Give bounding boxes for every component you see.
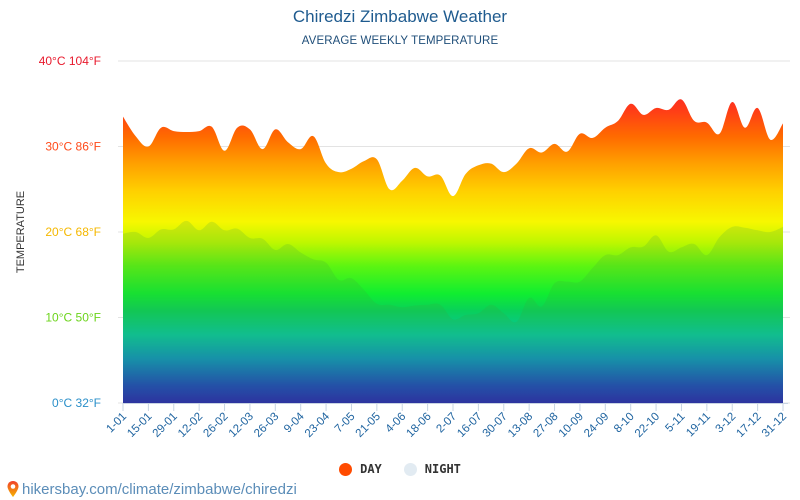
legend-night-label: NIGHT <box>424 462 461 476</box>
source-link[interactable]: hikersbay.com/climate/zimbabwe/chiredzi <box>6 480 297 498</box>
legend: DAY NIGHT <box>0 462 800 476</box>
x-tick-label: 19-11 <box>684 411 713 440</box>
x-tick-label: 31-12 <box>760 411 789 440</box>
x-tick-label: 26-02 <box>201 411 230 440</box>
x-tick-label: 22-10 <box>633 411 662 440</box>
x-tick-label: 26-03 <box>252 411 281 440</box>
area-night <box>123 220 783 403</box>
legend-item-day[interactable]: DAY <box>339 462 382 476</box>
x-tick-label: 21-05 <box>354 411 383 440</box>
x-tick-label: 30-07 <box>481 411 510 440</box>
y-tick-label: 20°C 68°F <box>45 225 101 239</box>
legend-day-marker <box>339 462 353 476</box>
y-axis: 0°C 32°F 10°C 50°F 20°C 68°F 30°C 86°F 40°C … <box>39 54 101 410</box>
x-tick-label: 18-06 <box>404 411 433 440</box>
chart-title: Chiredzi Zimbabwe Weather <box>292 7 508 26</box>
legend-day-label: DAY <box>360 462 382 476</box>
x-tick-label: 12-02 <box>176 411 205 440</box>
y-tick-label: 10°C 50°F <box>45 311 101 325</box>
x-tick-label: 24-09 <box>582 411 611 440</box>
legend-night-marker <box>403 462 417 476</box>
map-pin-icon <box>7 481 19 497</box>
series-areas <box>123 99 783 403</box>
x-tick-label: 23-04 <box>303 410 333 440</box>
y-axis-title: TEMPERATURE <box>15 191 27 273</box>
y-tick-label: 40°C 104°F <box>39 54 101 68</box>
y-tick-label: 30°C 86°F <box>45 140 101 154</box>
x-tick-label: 29-01 <box>151 411 180 440</box>
x-tick-label: 15-01 <box>125 411 154 440</box>
x-tick-label: 16-07 <box>455 411 484 440</box>
source-url: hikersbay.com/climate/zimbabwe/chiredzi <box>22 480 297 498</box>
x-tick-label: 17-12 <box>734 411 763 440</box>
x-tick-label: 10-09 <box>557 411 586 440</box>
chart-subtitle: AVERAGE WEEKLY TEMPERATURE <box>301 35 499 47</box>
legend-item-night[interactable]: NIGHT <box>403 462 461 476</box>
x-tick-label: 12-03 <box>227 411 256 440</box>
area-night-shade <box>123 220 783 403</box>
x-tick-label: 27-08 <box>531 411 560 440</box>
x-tick-label: 13-08 <box>506 411 535 440</box>
y-tick-label: 0°C 32°F <box>52 396 101 410</box>
